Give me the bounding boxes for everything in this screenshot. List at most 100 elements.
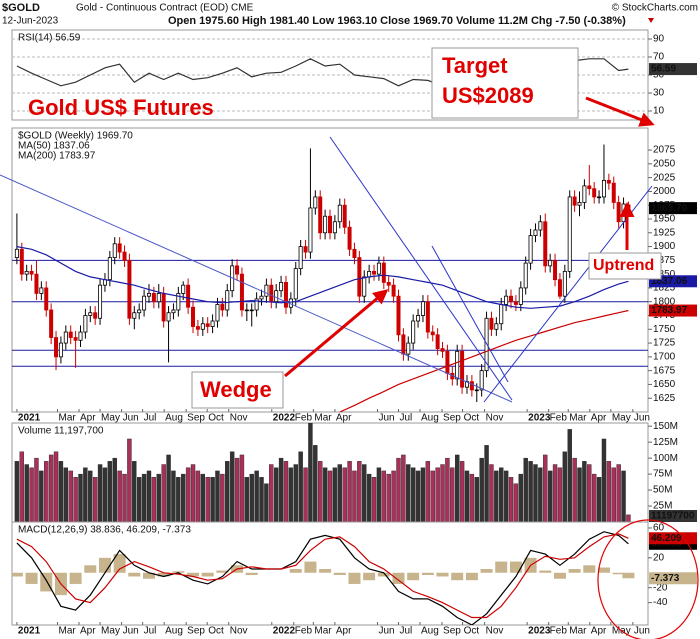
series-line xyxy=(16,533,629,619)
volume-bar xyxy=(181,473,186,522)
volume-bar xyxy=(171,470,176,522)
series-line xyxy=(16,531,629,625)
histogram-bar xyxy=(201,572,214,577)
x-tick-label: Oct xyxy=(208,626,224,637)
histogram-bar xyxy=(622,572,635,579)
volume-bar xyxy=(611,467,616,522)
volume-bar xyxy=(102,467,108,522)
volume-bar xyxy=(210,477,215,522)
volume-bar xyxy=(552,464,558,522)
chart-title: Gold US$ Futures xyxy=(28,95,214,120)
candle-body xyxy=(440,348,445,352)
candle-body xyxy=(161,293,166,322)
candle-body xyxy=(107,257,112,281)
uptrend-box xyxy=(588,252,662,280)
volume-bar xyxy=(53,451,59,522)
y-tick-label: 10 xyxy=(653,106,665,117)
candle-body xyxy=(200,323,205,330)
candle-body xyxy=(44,287,49,311)
volume-bar xyxy=(88,470,93,522)
x-tick-label: Nov xyxy=(230,626,248,637)
candle-body xyxy=(318,196,323,234)
x-tick-label: Aug xyxy=(165,626,183,637)
trend-line xyxy=(483,185,653,403)
volume-bar xyxy=(78,473,83,522)
y-tick-label: 75M xyxy=(653,469,672,480)
volume-bar xyxy=(249,473,254,522)
volume-bar xyxy=(234,457,240,522)
volume-bar xyxy=(484,445,489,522)
histogram-bar xyxy=(553,572,566,579)
credit: © StockCharts.com xyxy=(612,3,698,14)
quote: Open 1975.60 High 1981.40 Low 1963.10 Cl… xyxy=(168,15,626,27)
candle-body xyxy=(582,185,587,203)
volume-bar xyxy=(347,461,352,522)
panel-plot xyxy=(14,423,631,522)
y-tick-label: 20 xyxy=(653,552,665,563)
candle-body xyxy=(156,293,161,303)
trend-line xyxy=(0,174,513,403)
histogram-bar xyxy=(216,570,229,573)
volume-bar xyxy=(122,473,127,522)
y-tick-label: 1675 xyxy=(653,365,676,376)
candle-body xyxy=(572,196,577,206)
histogram-bar xyxy=(436,572,449,577)
x-tick-label: Apr xyxy=(591,413,607,424)
candle-body xyxy=(597,196,602,199)
volume-bar xyxy=(195,470,201,522)
end-label: 56.59 xyxy=(651,64,676,75)
volume-bar xyxy=(464,470,470,522)
x-tick-label: May xyxy=(612,413,631,424)
volume-bar xyxy=(591,473,597,522)
end-label: 11197700 xyxy=(651,511,695,522)
volume-bar xyxy=(459,461,465,522)
histogram-bar xyxy=(392,572,405,584)
histogram-bar xyxy=(187,572,200,577)
volume-bar xyxy=(278,457,284,522)
end-label-box xyxy=(649,304,697,317)
x-tick-label: Nov xyxy=(230,413,248,424)
x-tick-label: May xyxy=(101,626,120,637)
candle-body xyxy=(562,270,567,297)
candle-body xyxy=(68,331,73,338)
volume-bar xyxy=(215,470,220,522)
candle-body xyxy=(494,323,499,330)
candle-body xyxy=(264,284,269,297)
candle-body xyxy=(122,251,127,261)
volume-bar xyxy=(273,467,279,522)
legend-title: $GOLD (Weekly) 1969.70 xyxy=(18,131,133,142)
x-tick-label: Feb xyxy=(550,413,568,424)
candle-body xyxy=(39,287,44,294)
candle-body xyxy=(313,196,318,209)
volume-bar xyxy=(445,457,450,522)
x-tick-label: Jul xyxy=(144,413,157,424)
volume-bar xyxy=(327,470,333,522)
volume-bar xyxy=(572,457,577,522)
x-tick-label: Mar xyxy=(314,413,332,424)
candle-body xyxy=(445,350,450,374)
volume-bar xyxy=(606,461,612,522)
x-tick-label: Nov xyxy=(486,413,504,424)
target-label: US$2089 xyxy=(442,83,534,108)
candle-body xyxy=(93,312,98,319)
histogram-bar xyxy=(612,572,625,575)
histogram-bar xyxy=(465,572,478,581)
x-tick-label: Jun xyxy=(378,626,394,637)
end-label: 1969.70 xyxy=(651,203,688,214)
candle-body xyxy=(420,301,425,316)
volume-bar xyxy=(264,483,269,522)
candle-body xyxy=(19,248,24,275)
volume-bar xyxy=(401,454,406,522)
y-tick-label: 1750 xyxy=(653,324,676,335)
x-tick-label: Sep xyxy=(187,626,205,637)
x-tick-label: Apr xyxy=(336,626,352,637)
candle-body xyxy=(401,334,406,355)
volume-bar xyxy=(161,464,166,522)
candle-body xyxy=(518,287,523,305)
candle-body xyxy=(98,284,103,319)
end-label-box xyxy=(649,572,697,585)
candle-body xyxy=(469,381,474,391)
candle-body xyxy=(78,331,83,341)
volume-bar xyxy=(132,461,137,522)
candle-body xyxy=(186,284,191,308)
